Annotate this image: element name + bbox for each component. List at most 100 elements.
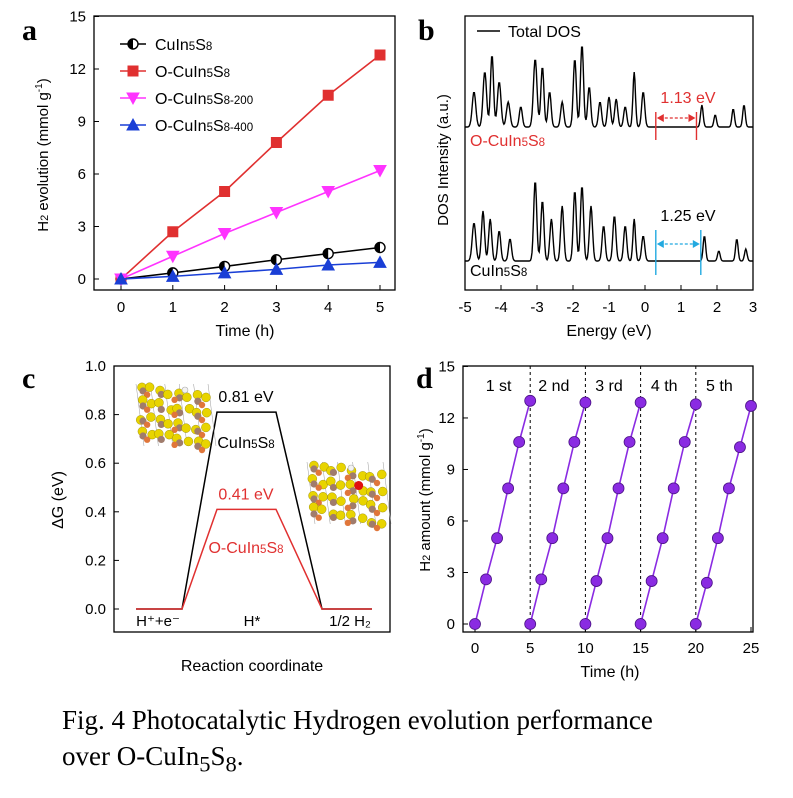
marker-fill [323,248,329,259]
atom-s [163,419,173,429]
data-point [623,436,636,448]
data-point [546,532,559,545]
gap-arrow-head [656,240,664,248]
atom-s [181,423,191,433]
curve-label: O-CuIn5S8 [470,133,545,150]
atom-cu [373,524,381,532]
legend-swatch-marker [126,117,140,131]
panel-d: d 0 5 10 15 20 25 0 3 6 9 12 15 Time (h) H2 amount (mm… [416,358,759,681]
series-line [120,54,381,280]
panel-b: b -5 -4 -3 -2 -1 0 1 2 3 Energy (eV) DOS Intensity … [418,14,757,340]
data-point [579,396,592,409]
data-point [165,269,180,282]
panel-letter: b [418,14,435,47]
atom-cu [373,509,381,517]
x-tick-label: 2 [220,299,228,316]
data-point [321,257,336,271]
gap-label: 1.25 eV [660,208,715,225]
cycle-line [695,405,752,625]
energy-value-label: 0.81 eV [218,389,273,406]
atom-in [329,483,338,492]
y-axis-label: H2 evolution (mmol g-1) [34,78,52,231]
atom-in [175,439,184,447]
data-point [269,262,284,275]
atom-in [157,390,165,399]
atom-s [144,382,155,392]
data-point [321,186,336,199]
atom-in [368,505,376,513]
data-point [217,228,232,241]
gap-arrow-head [688,114,696,122]
atom-h [181,386,189,394]
gap-arrow-head [656,114,664,122]
atom-cu [171,411,178,419]
x-category-label: H* [244,613,261,630]
atom-cu [198,401,206,409]
data-point [480,573,492,586]
caption-line2: over O-CuIn5S8. [62,741,244,777]
y-tick-label: 6 [447,513,455,530]
data-point [524,618,537,630]
data-point [524,394,537,407]
data-point [167,226,179,238]
atom-cu [344,474,352,482]
atom-cu [143,421,151,428]
data-point [689,618,702,630]
atom-in [310,465,318,473]
x-tick-label: -5 [458,299,471,316]
y-tick-label: 15 [438,358,455,375]
figure-caption: Fig. 4 Photocatalytic Hydrogen evolution… [62,702,752,782]
y-tick-label: 0 [447,616,455,633]
y-axis-label: H2 amount (mmol g-1) [416,428,434,571]
x-tick-label: 2 [713,299,721,316]
atom-cu [344,519,352,527]
data-point [270,137,282,148]
legend-label: O-CuIn5S8-400 [155,118,253,135]
data-point [535,573,548,586]
data-point [373,165,387,178]
atom-cu [198,416,206,424]
data-point [634,396,647,409]
atom-s [201,407,212,418]
crystal-structure-image [306,460,392,532]
y-tick-label: 0.4 [85,504,106,521]
x-tick-label: 1 [169,299,177,316]
atom-in [157,420,165,429]
atom-s [357,513,368,523]
atom-cu [373,479,381,487]
atom-cu [344,489,352,497]
gap-arrow-head [692,240,700,248]
atom-cu [315,469,322,476]
x-tick-label: 5 [526,640,534,657]
profile-label: CuIn5S8 [217,435,274,452]
panel-letter: c [22,362,35,395]
marker-fill [128,39,133,49]
data-point [590,575,603,587]
data-point [723,482,735,495]
atom-s [182,392,192,402]
data-point [269,207,284,220]
atom-cu [171,396,178,404]
data-point [165,250,180,264]
atom-in [175,409,184,417]
atom-in [329,513,338,522]
x-tick-label: 10 [577,640,594,657]
atom-s [308,502,319,512]
atom-cu [143,436,151,443]
atom-cu [171,441,178,449]
data-point [656,532,669,545]
data-point [219,186,231,197]
cycle-line [584,402,642,625]
data-point [502,482,515,495]
atom-in [310,480,318,488]
atom-s [335,510,346,520]
atom-s [154,398,164,408]
data-point [114,271,128,285]
plot-frame [93,15,396,291]
data-point [469,618,481,630]
atom-o [354,481,364,491]
energy-profile [136,508,372,610]
atom-s [358,496,368,506]
y-tick-label: 12 [69,61,86,78]
x-axis-label: Time (h) [581,664,640,681]
